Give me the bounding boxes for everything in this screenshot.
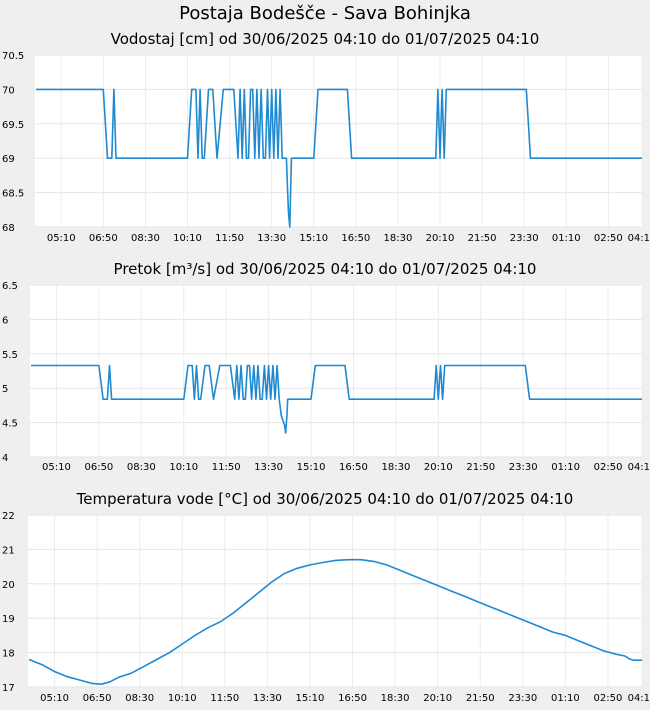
vodostaj-xtick-label: 11:50 [215,233,244,244]
pretok-ytick-label: 4 [2,453,8,464]
vodostaj-xtick-label: 18:30 [384,233,413,244]
temperatura-plot-area [28,515,642,687]
pretok-xtick-label: 18:30 [381,462,410,473]
pretok-xtick-label: 06:50 [84,462,113,473]
vodostaj-xtick-label: 06:50 [89,233,118,244]
temperatura-xtick-label: 21:50 [466,693,495,704]
vodostaj-xtick-label: 21:50 [468,233,497,244]
vodostaj-xtick-label: 20:10 [426,233,455,244]
pretok-xtick-label: 23:30 [509,462,538,473]
pretok-ytick-label: 4.5 [2,419,18,430]
vodostaj-xtick-label: 08:30 [131,233,160,244]
temperatura-xtick-label: 16:50 [338,693,367,704]
temperatura-xtick-label: 11:50 [210,693,239,704]
pretok-xtick-label: 15:10 [297,462,326,473]
vodostaj-series-line-0 [36,88,642,228]
temperatura-ytick-label: 17 [2,683,15,694]
temperatura-xtick-label: 06:50 [83,693,112,704]
pretok-xtick-label: 10:10 [169,462,198,473]
chart-title-pretok: Pretok [m³/s] od 30/06/2025 04:10 do 01/… [113,260,537,278]
temperatura-xtick-label: 23:30 [508,693,537,704]
vodostaj-ytick-label: 70 [2,85,15,96]
pretok-ytick-label: 6 [2,315,8,326]
pretok-xtick-label: 11:50 [212,462,241,473]
temperatura-xtick-label: 10:10 [168,693,197,704]
vodostaj-xtick-label: 15:10 [299,233,328,244]
temperatura-series-line-0 [28,558,642,686]
chart-title-temperatura: Temperatura vode [°C] od 30/06/2025 04:1… [76,490,574,508]
chart-title-vodostaj: Vodostaj [cm] od 30/06/2025 04:10 do 01/… [110,30,540,48]
pretok-ytick-label: 5.5 [2,350,18,361]
pretok-xtick-label: 16:50 [339,462,368,473]
pretok-xtick-label: 05:10 [42,462,71,473]
temperatura-ytick-label: 22 [2,511,15,522]
vodostaj-ytick-label: 68.5 [2,189,24,200]
vodostaj-xtick-label: 01:10 [552,233,581,244]
vodostaj-ytick-label: 68 [2,223,15,234]
temperatura-xtick-label: 18:30 [381,693,410,704]
vodostaj-ytick-label: 69.5 [2,120,24,131]
temperatura-xtick-label: 08:30 [125,693,154,704]
vodostaj-xtick-label: 10:10 [173,233,202,244]
vodostaj-ytick-label: 69 [2,154,15,165]
vodostaj-xtick-label: 05:10 [47,233,76,244]
temperatura-xtick-label: 13:30 [253,693,282,704]
temperatura-xtick-label: 20:10 [423,693,452,704]
pretok-ytick-label: 5 [2,384,8,395]
pretok-xtick-label: 20:10 [424,462,453,473]
pretok-plot-area [30,285,642,457]
vodostaj-xtick-label: 16:50 [341,233,370,244]
temperatura-xtick-label: 04:10 [628,693,650,704]
temperatura-xtick-label: 02:50 [594,693,623,704]
vodostaj-xtick-label: 23:30 [510,233,539,244]
vodostaj-ytick-label: 70.5 [2,51,24,62]
temperatura-ytick-label: 18 [2,649,15,660]
temperatura-xtick-label: 15:10 [296,693,325,704]
pretok-xtick-label: 01:10 [551,462,580,473]
pretok-xtick-label: 08:30 [127,462,156,473]
temperatura-ytick-label: 19 [2,614,15,625]
vodostaj-xtick-label: 04:10 [628,233,650,244]
vodostaj-xtick-label: 02:50 [594,233,623,244]
vodostaj-xtick-label: 13:30 [257,233,286,244]
pretok-xtick-label: 21:50 [466,462,495,473]
pretok-series-line-0 [31,364,642,434]
temperatura-ytick-label: 21 [2,545,15,556]
vodostaj-plot-area [35,55,642,227]
pretok-xtick-label: 04:10 [628,462,650,473]
pretok-xtick-label: 13:30 [254,462,283,473]
pretok-xtick-label: 02:50 [594,462,623,473]
temperatura-xtick-label: 01:10 [551,693,580,704]
page-title: Postaja Bodešče - Sava Bohinjka [179,3,471,24]
temperatura-ytick-label: 20 [2,580,15,591]
pretok-ytick-label: 6.5 [2,281,18,292]
temperatura-xtick-label: 05:10 [40,693,69,704]
